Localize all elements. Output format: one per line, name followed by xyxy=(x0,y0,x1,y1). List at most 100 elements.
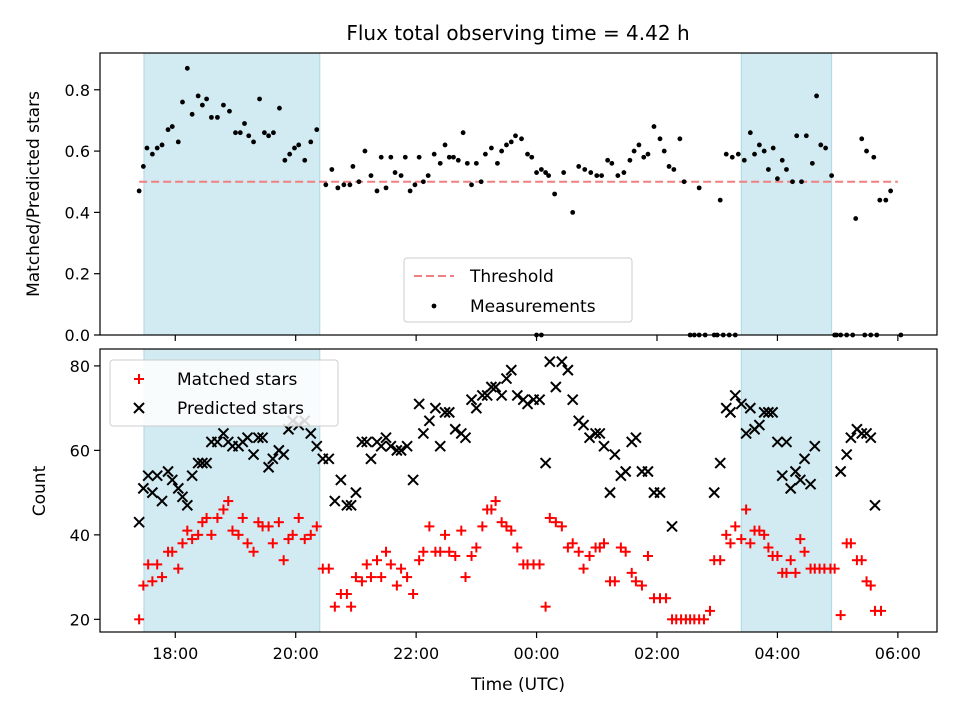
predicted-star-point xyxy=(211,436,224,448)
measurement-point xyxy=(451,154,456,160)
predicted-x-b xyxy=(439,406,451,419)
predicted-x-b xyxy=(598,440,610,452)
matched-star-point xyxy=(248,546,259,557)
measurement-point xyxy=(246,133,252,139)
measurement-point xyxy=(519,136,524,142)
predicted-star-point xyxy=(146,486,159,499)
predicted-x-b xyxy=(470,402,483,414)
measurement-point xyxy=(136,188,142,194)
matched-star-point xyxy=(396,563,407,574)
predicted-star-point xyxy=(345,499,357,511)
predicted-x-b xyxy=(305,427,317,440)
matched-star-point xyxy=(759,529,770,540)
measurement-point xyxy=(538,167,544,172)
predicted-star-point xyxy=(133,516,145,528)
measurement-point xyxy=(308,139,314,145)
matched-star-point xyxy=(187,534,198,545)
predicted-x-b xyxy=(729,389,741,402)
predicted-x-b xyxy=(550,381,562,393)
predicted-star-point xyxy=(241,431,254,444)
predicted-star-point xyxy=(459,431,472,444)
measurement-point xyxy=(335,185,341,191)
predicted-x-b xyxy=(809,440,821,452)
measurement-point xyxy=(657,136,663,142)
measurement-point xyxy=(799,179,804,185)
measurement-point xyxy=(195,93,201,99)
measurement-point xyxy=(588,170,594,175)
matched-star-point xyxy=(544,512,555,523)
matched-star-point xyxy=(227,525,238,536)
matched-star-point xyxy=(829,563,840,574)
predicted-x-b xyxy=(589,427,602,440)
predicted-star-point xyxy=(489,381,502,393)
matched-star-point xyxy=(781,567,792,578)
matched-star-point xyxy=(233,529,244,540)
measurement-point xyxy=(180,99,185,105)
predicted-x-b xyxy=(776,470,788,482)
matched-star-point xyxy=(715,555,726,566)
matched-star-point xyxy=(636,580,647,591)
top-ytick-label: 0.0 xyxy=(65,326,90,345)
predicted-star-point xyxy=(401,440,413,452)
shaded-interval-1 xyxy=(143,52,321,336)
measurement-point xyxy=(681,179,687,185)
predicted-x-b xyxy=(162,465,174,478)
predicted-star-point xyxy=(714,457,726,469)
predicted-x-b xyxy=(196,457,209,469)
bottom-ytick-label: 20 xyxy=(70,610,90,629)
measurement-point xyxy=(329,167,335,172)
predicted-x-b xyxy=(407,474,419,486)
measurement-point xyxy=(621,170,627,175)
measurement-point xyxy=(570,209,576,215)
predicted-star-point xyxy=(156,495,168,507)
measurement-point xyxy=(770,145,776,151)
predicted-x-b xyxy=(375,440,387,452)
measurement-point xyxy=(729,154,735,160)
predicted-x-b xyxy=(642,465,654,478)
predicted-star-point xyxy=(789,465,802,478)
predicted-x-b xyxy=(133,516,145,528)
measurement-point xyxy=(144,145,150,151)
predicted-x-b xyxy=(744,402,757,414)
predicted-star-point xyxy=(794,474,807,486)
predicted-star-point xyxy=(196,457,209,469)
predicted-x-b xyxy=(577,419,590,431)
matched-star-point xyxy=(182,525,193,536)
predicted-star-point xyxy=(735,398,748,410)
measurement-point xyxy=(594,173,600,179)
predicted-star-point xyxy=(200,457,213,469)
measurement-point xyxy=(546,173,552,179)
bottom-xtick-label: 04:00 xyxy=(754,644,800,663)
predicted-x-b xyxy=(604,486,616,499)
measurement-point xyxy=(605,157,611,163)
measurement-point xyxy=(420,179,426,185)
predicted-star-point xyxy=(865,431,877,444)
predicted-x-b xyxy=(192,457,204,469)
measurement-point xyxy=(362,148,368,154)
matched-star-point xyxy=(299,534,310,545)
top-ylabel: Matched/Predicted stars xyxy=(24,91,44,297)
predicted-x-b xyxy=(247,448,260,461)
predicted-star-point xyxy=(429,402,442,414)
measurement-point xyxy=(794,133,800,139)
predicted-star-point xyxy=(476,389,489,402)
predicted-x-b xyxy=(146,486,159,499)
predicted-star-point xyxy=(762,406,775,419)
predicted-x-b xyxy=(539,457,552,469)
measurement-point xyxy=(323,182,329,188)
matched-star-point xyxy=(391,580,402,591)
predicted-x-b xyxy=(200,457,213,469)
predicted-x-b xyxy=(780,436,793,448)
predicted-star-point xyxy=(840,448,853,461)
legend-measurements-label: Measurements xyxy=(470,297,596,317)
predicted-star-point xyxy=(192,457,204,469)
measurement-point xyxy=(140,164,146,169)
matched-star-point xyxy=(865,580,876,591)
predicted-star-point xyxy=(495,389,508,402)
predicted-star-point xyxy=(666,520,678,533)
matched-star-point xyxy=(402,572,413,583)
matched-star-point xyxy=(305,529,316,540)
matched-star-point xyxy=(385,559,396,570)
matched-star-point xyxy=(790,567,801,578)
measurement-point xyxy=(388,154,394,160)
